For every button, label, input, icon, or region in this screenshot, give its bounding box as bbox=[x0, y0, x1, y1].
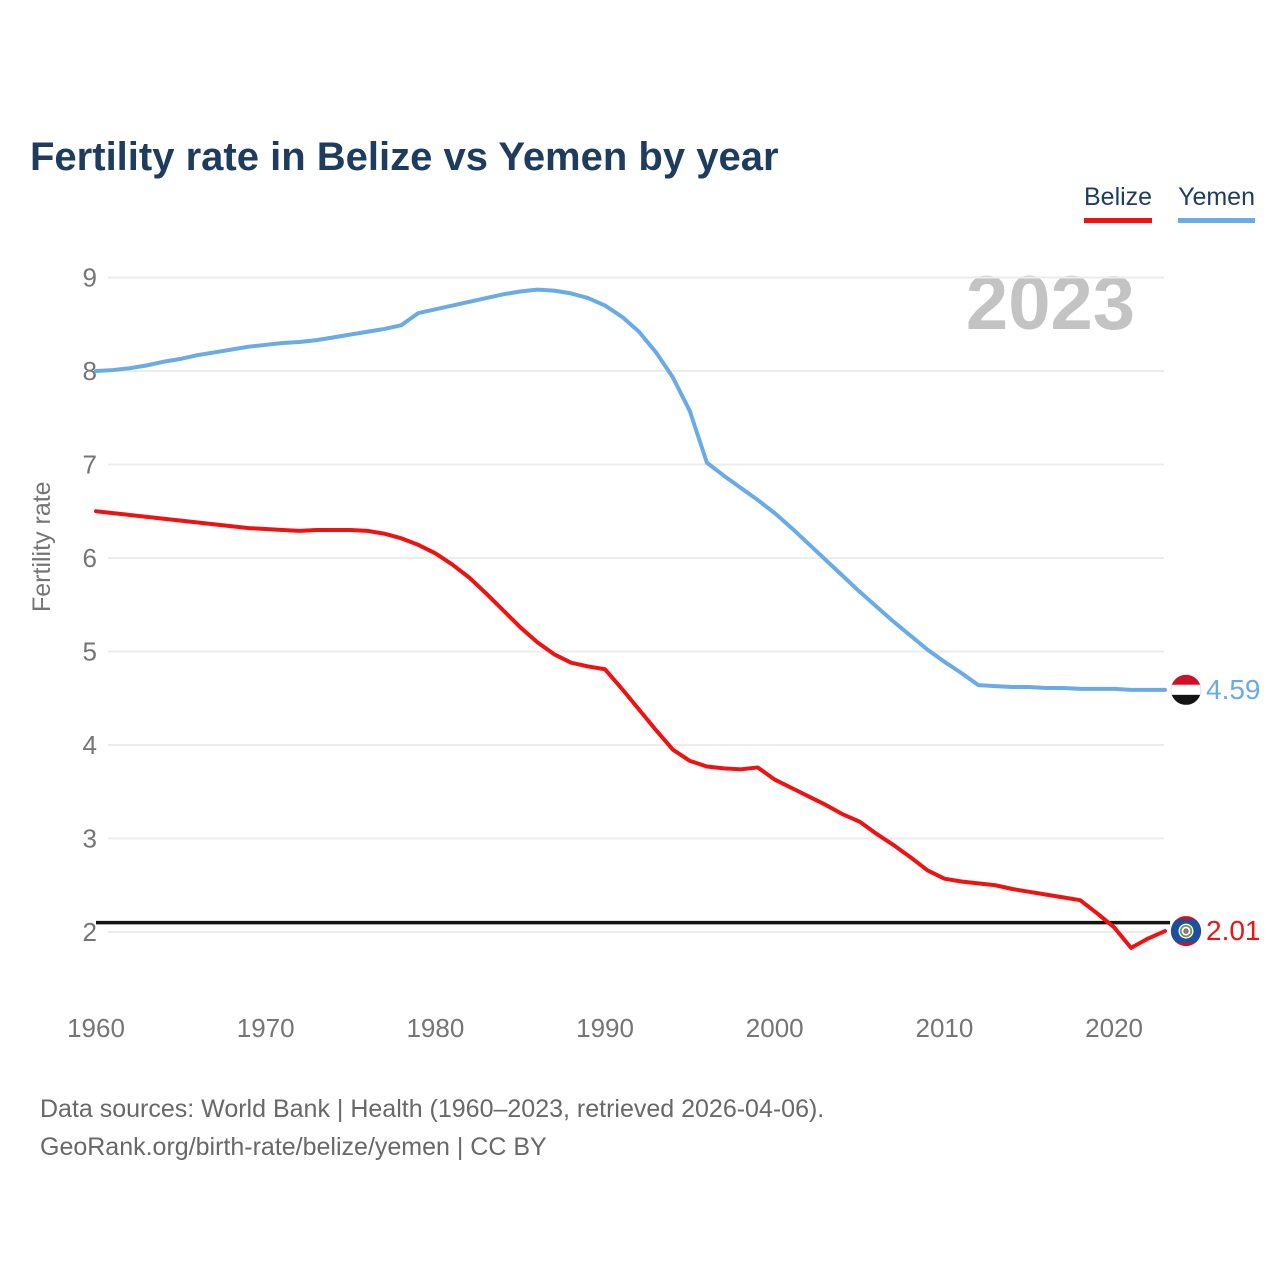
series-line-yemen bbox=[94, 287, 1167, 692]
x-tick-label: 2010 bbox=[915, 1013, 973, 1043]
legend-item-belize[interactable]: Belize bbox=[1083, 183, 1153, 223]
x-tick-label: 2000 bbox=[746, 1013, 804, 1043]
chart-title: Fertility rate in Belize vs Yemen by yea… bbox=[30, 134, 779, 179]
series-line-belize bbox=[94, 509, 1167, 950]
y-tick-label: 6 bbox=[83, 543, 97, 573]
y-tick-label: 2 bbox=[83, 917, 97, 947]
y-tick-label: 5 bbox=[83, 637, 97, 667]
y-tick-label: 9 bbox=[83, 263, 97, 293]
y-tick-label: 3 bbox=[83, 824, 97, 854]
y-tick-label: 4 bbox=[83, 730, 97, 760]
flag-icon-yemen bbox=[1170, 674, 1202, 706]
x-tick-label: 2020 bbox=[1085, 1013, 1143, 1043]
end-value-label-belize: 2.01 bbox=[1206, 915, 1261, 946]
y-tick-label: 7 bbox=[83, 450, 97, 480]
footer-sources: Data sources: World Bank | Health (1960–… bbox=[40, 1095, 825, 1123]
x-tick-label: 1970 bbox=[237, 1013, 295, 1043]
footer-attribution: GeoRank.org/birth-rate/belize/yemen | CC… bbox=[40, 1133, 547, 1161]
x-tick-label: 1980 bbox=[406, 1013, 464, 1043]
legend: Belize Yemen bbox=[1083, 183, 1255, 223]
y-tick-label: 8 bbox=[83, 356, 97, 386]
x-tick-label: 1990 bbox=[576, 1013, 634, 1043]
footer: Data sources: World Bank | Health (1960–… bbox=[40, 1090, 824, 1166]
flag-icon-belize bbox=[1170, 915, 1202, 947]
x-tick-label: 1960 bbox=[67, 1013, 125, 1043]
legend-item-yemen[interactable]: Yemen bbox=[1178, 183, 1255, 223]
end-value-label-yemen: 4.59 bbox=[1206, 674, 1261, 705]
